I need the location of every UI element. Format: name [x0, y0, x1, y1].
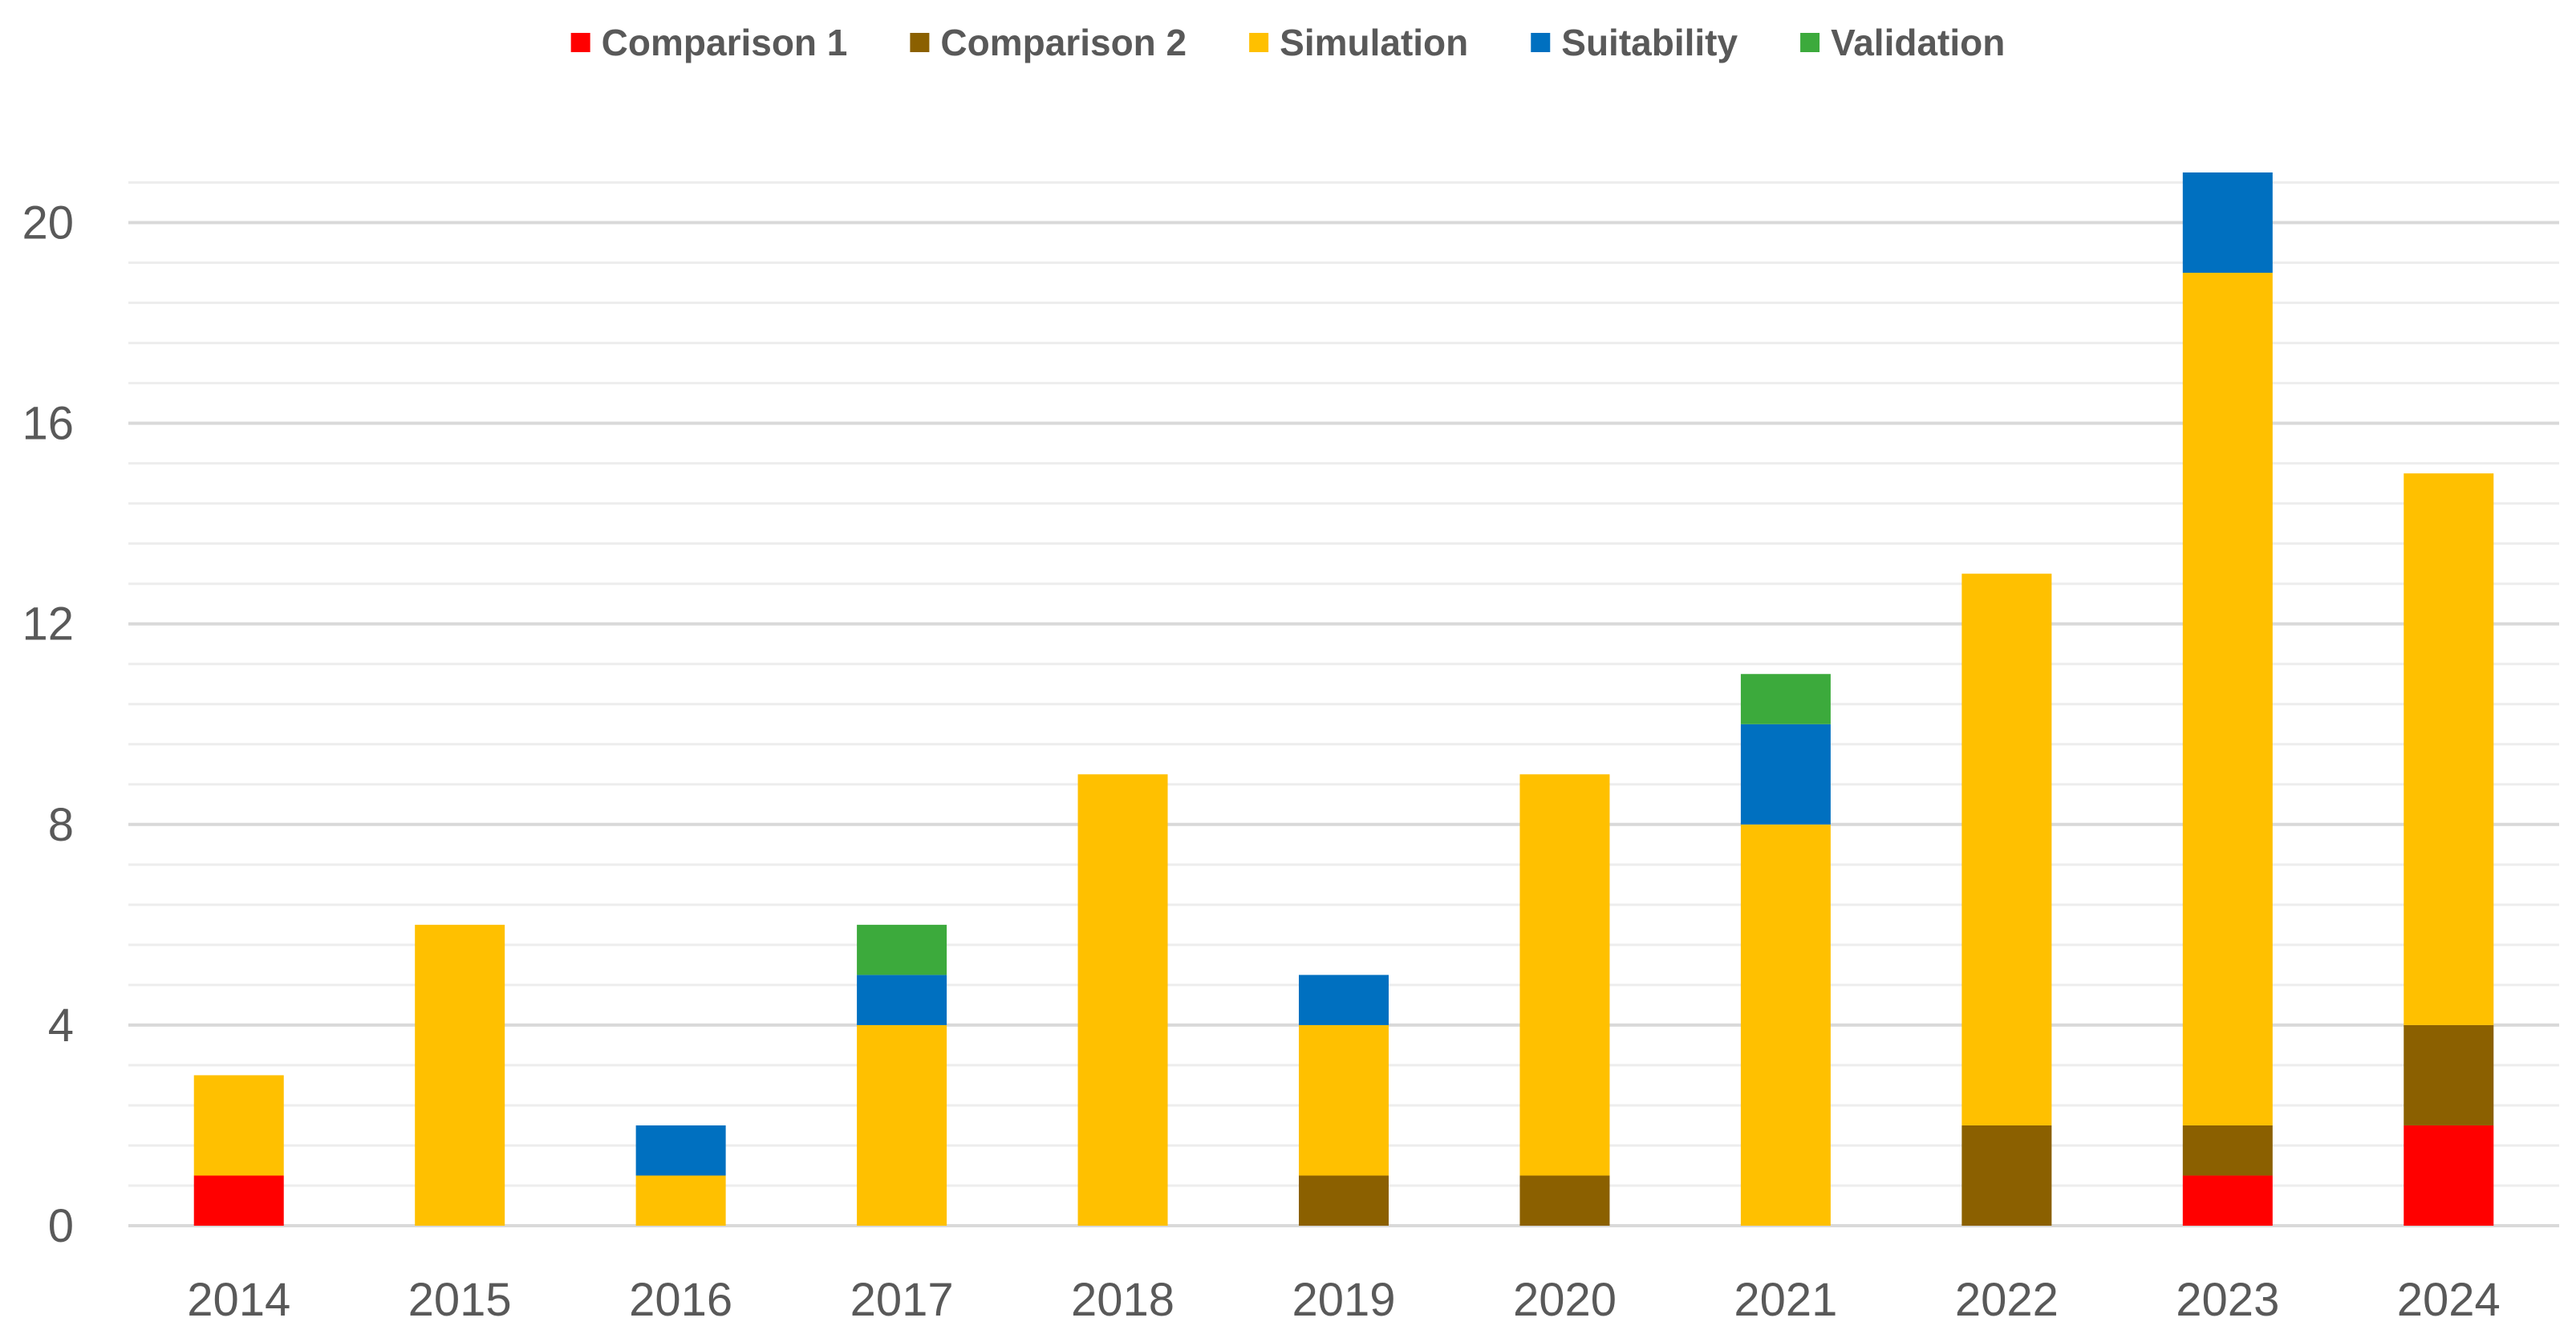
legend-swatch [1249, 33, 1269, 52]
bar-segment-comparison-2-2023 [2182, 1125, 2273, 1176]
legend-item-comparison-2: Comparison 2 [910, 22, 1187, 63]
x-tick-label: 2020 [1513, 1274, 1617, 1326]
legend-swatch [1800, 33, 1820, 52]
legend-label: Validation [1831, 22, 2005, 63]
x-axis-ticks: 2014 2015 2016 2017 2018 2019 2020 2021 2022 2023… [187, 1274, 2501, 1326]
bar-segment-simulation-2019 [1299, 1024, 1389, 1176]
legend-label: Comparison 2 [940, 22, 1187, 63]
legend: Comparison 1 Comparison 2 Simulation Suitab… [570, 22, 2005, 63]
x-tick-label: 2015 [408, 1274, 512, 1326]
gridlines [128, 181, 2559, 1227]
bar-segment-simulation-2015 [415, 924, 505, 1226]
bar-segment-simulation-2023 [2182, 273, 2273, 1125]
bar-segment-simulation-2020 [1519, 774, 1610, 1176]
legend-label: Comparison 1 [602, 22, 848, 63]
x-tick-label: 2016 [629, 1274, 732, 1326]
legend-label: Simulation [1280, 22, 1468, 63]
x-tick-label: 2022 [1955, 1274, 2059, 1326]
x-tick-label: 2021 [1734, 1274, 1837, 1326]
x-tick-label: 2023 [2176, 1274, 2279, 1326]
legend-label: Suitability [1561, 22, 1738, 63]
y-axis-ticks: 0 4 8 12 16 20 [22, 197, 74, 1252]
legend-swatch [570, 33, 590, 52]
legend-item-suitability: Suitability [1531, 22, 1738, 63]
bar-segment-simulation-2022 [1961, 574, 2052, 1125]
x-tick-label: 2017 [850, 1274, 954, 1326]
bar-segment-suitability-2019 [1299, 975, 1389, 1025]
bar-segment-simulation-2021 [1740, 824, 1831, 1226]
bar-segment-suitability-2023 [2182, 172, 2273, 274]
y-tick-label: 12 [22, 598, 74, 651]
y-tick-label: 4 [48, 999, 74, 1052]
bar-segment-suitability-2017 [857, 975, 947, 1025]
x-tick-label: 2019 [1292, 1274, 1395, 1326]
bar-segment-comparison-2-2022 [1961, 1125, 2052, 1226]
bar-segment-suitability-2021 [1740, 724, 1831, 825]
bar-segment-suitability-2016 [635, 1125, 726, 1176]
bar-segment-comparison-1-2023 [2182, 1175, 2273, 1226]
x-tick-label: 2014 [187, 1274, 290, 1326]
y-tick-label: 0 [48, 1200, 74, 1252]
bar-segment-simulation-2024 [2404, 473, 2494, 1025]
y-tick-label: 20 [22, 197, 74, 249]
y-tick-label: 8 [48, 799, 74, 851]
bar-segment-comparison-1-2014 [193, 1175, 284, 1226]
bar-segment-simulation-2018 [1077, 774, 1168, 1226]
bar-segment-comparison-2-2020 [1519, 1175, 1610, 1226]
legend-swatch [1531, 33, 1551, 52]
x-tick-label: 2018 [1071, 1274, 1174, 1326]
bar-segment-comparison-2-2024 [2404, 1024, 2494, 1125]
bar-segment-validation-2017 [857, 924, 947, 975]
legend-item-simulation: Simulation [1249, 22, 1468, 63]
legend-item-validation: Validation [1800, 22, 2005, 63]
bar-segment-simulation-2014 [193, 1075, 284, 1176]
bar-segment-comparison-1-2024 [2404, 1125, 2494, 1226]
y-tick-label: 16 [22, 398, 74, 450]
bar-segment-simulation-2016 [635, 1175, 726, 1226]
bar-segment-validation-2021 [1740, 674, 1831, 724]
x-tick-label: 2024 [2397, 1274, 2501, 1326]
bar-segment-comparison-2-2019 [1299, 1175, 1389, 1226]
bar-segment-simulation-2017 [857, 1024, 947, 1226]
legend-item-comparison-1: Comparison 1 [570, 22, 848, 63]
legend-swatch [910, 33, 930, 52]
bars [193, 172, 2494, 1226]
